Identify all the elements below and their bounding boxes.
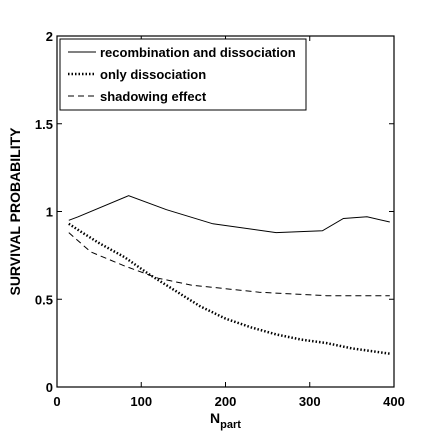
y-axis-label: SURVIVAL PROBABILITY [7,127,23,296]
series-line-1 [68,195,390,234]
y-tick-label: 1 [46,205,53,220]
y-tick-label: 0 [46,380,53,395]
x-axis-label-main: N [210,410,220,426]
legend: recombination and dissociation only diss… [59,38,307,111]
legend-label-shadowing: shadowing effect [100,89,207,104]
x-tick-label: 100 [130,394,152,409]
x-tick-label: 0 [53,394,60,409]
legend-box [59,38,307,111]
series-line-2 [68,222,390,355]
legend-label-only-dissociation: only dissociation [100,67,206,82]
y-tick-label: 0.5 [35,292,53,307]
x-axis-label-subscript: part [220,419,241,431]
legend-label-recombination: recombination and dissociation [100,45,296,60]
chart-marks [68,195,390,355]
x-tick-label: 400 [383,394,405,409]
x-tick-label: 300 [299,394,321,409]
y-tick-label: 1.5 [35,117,53,132]
x-axis-label: Npart [210,410,241,431]
y-tick-label: 2 [46,29,53,44]
x-tick-label: 200 [215,394,237,409]
series-line-3 [68,232,390,297]
axis-ticks: 0 100 200 300 400 0 0.5 1 1.5 2 [35,29,405,409]
